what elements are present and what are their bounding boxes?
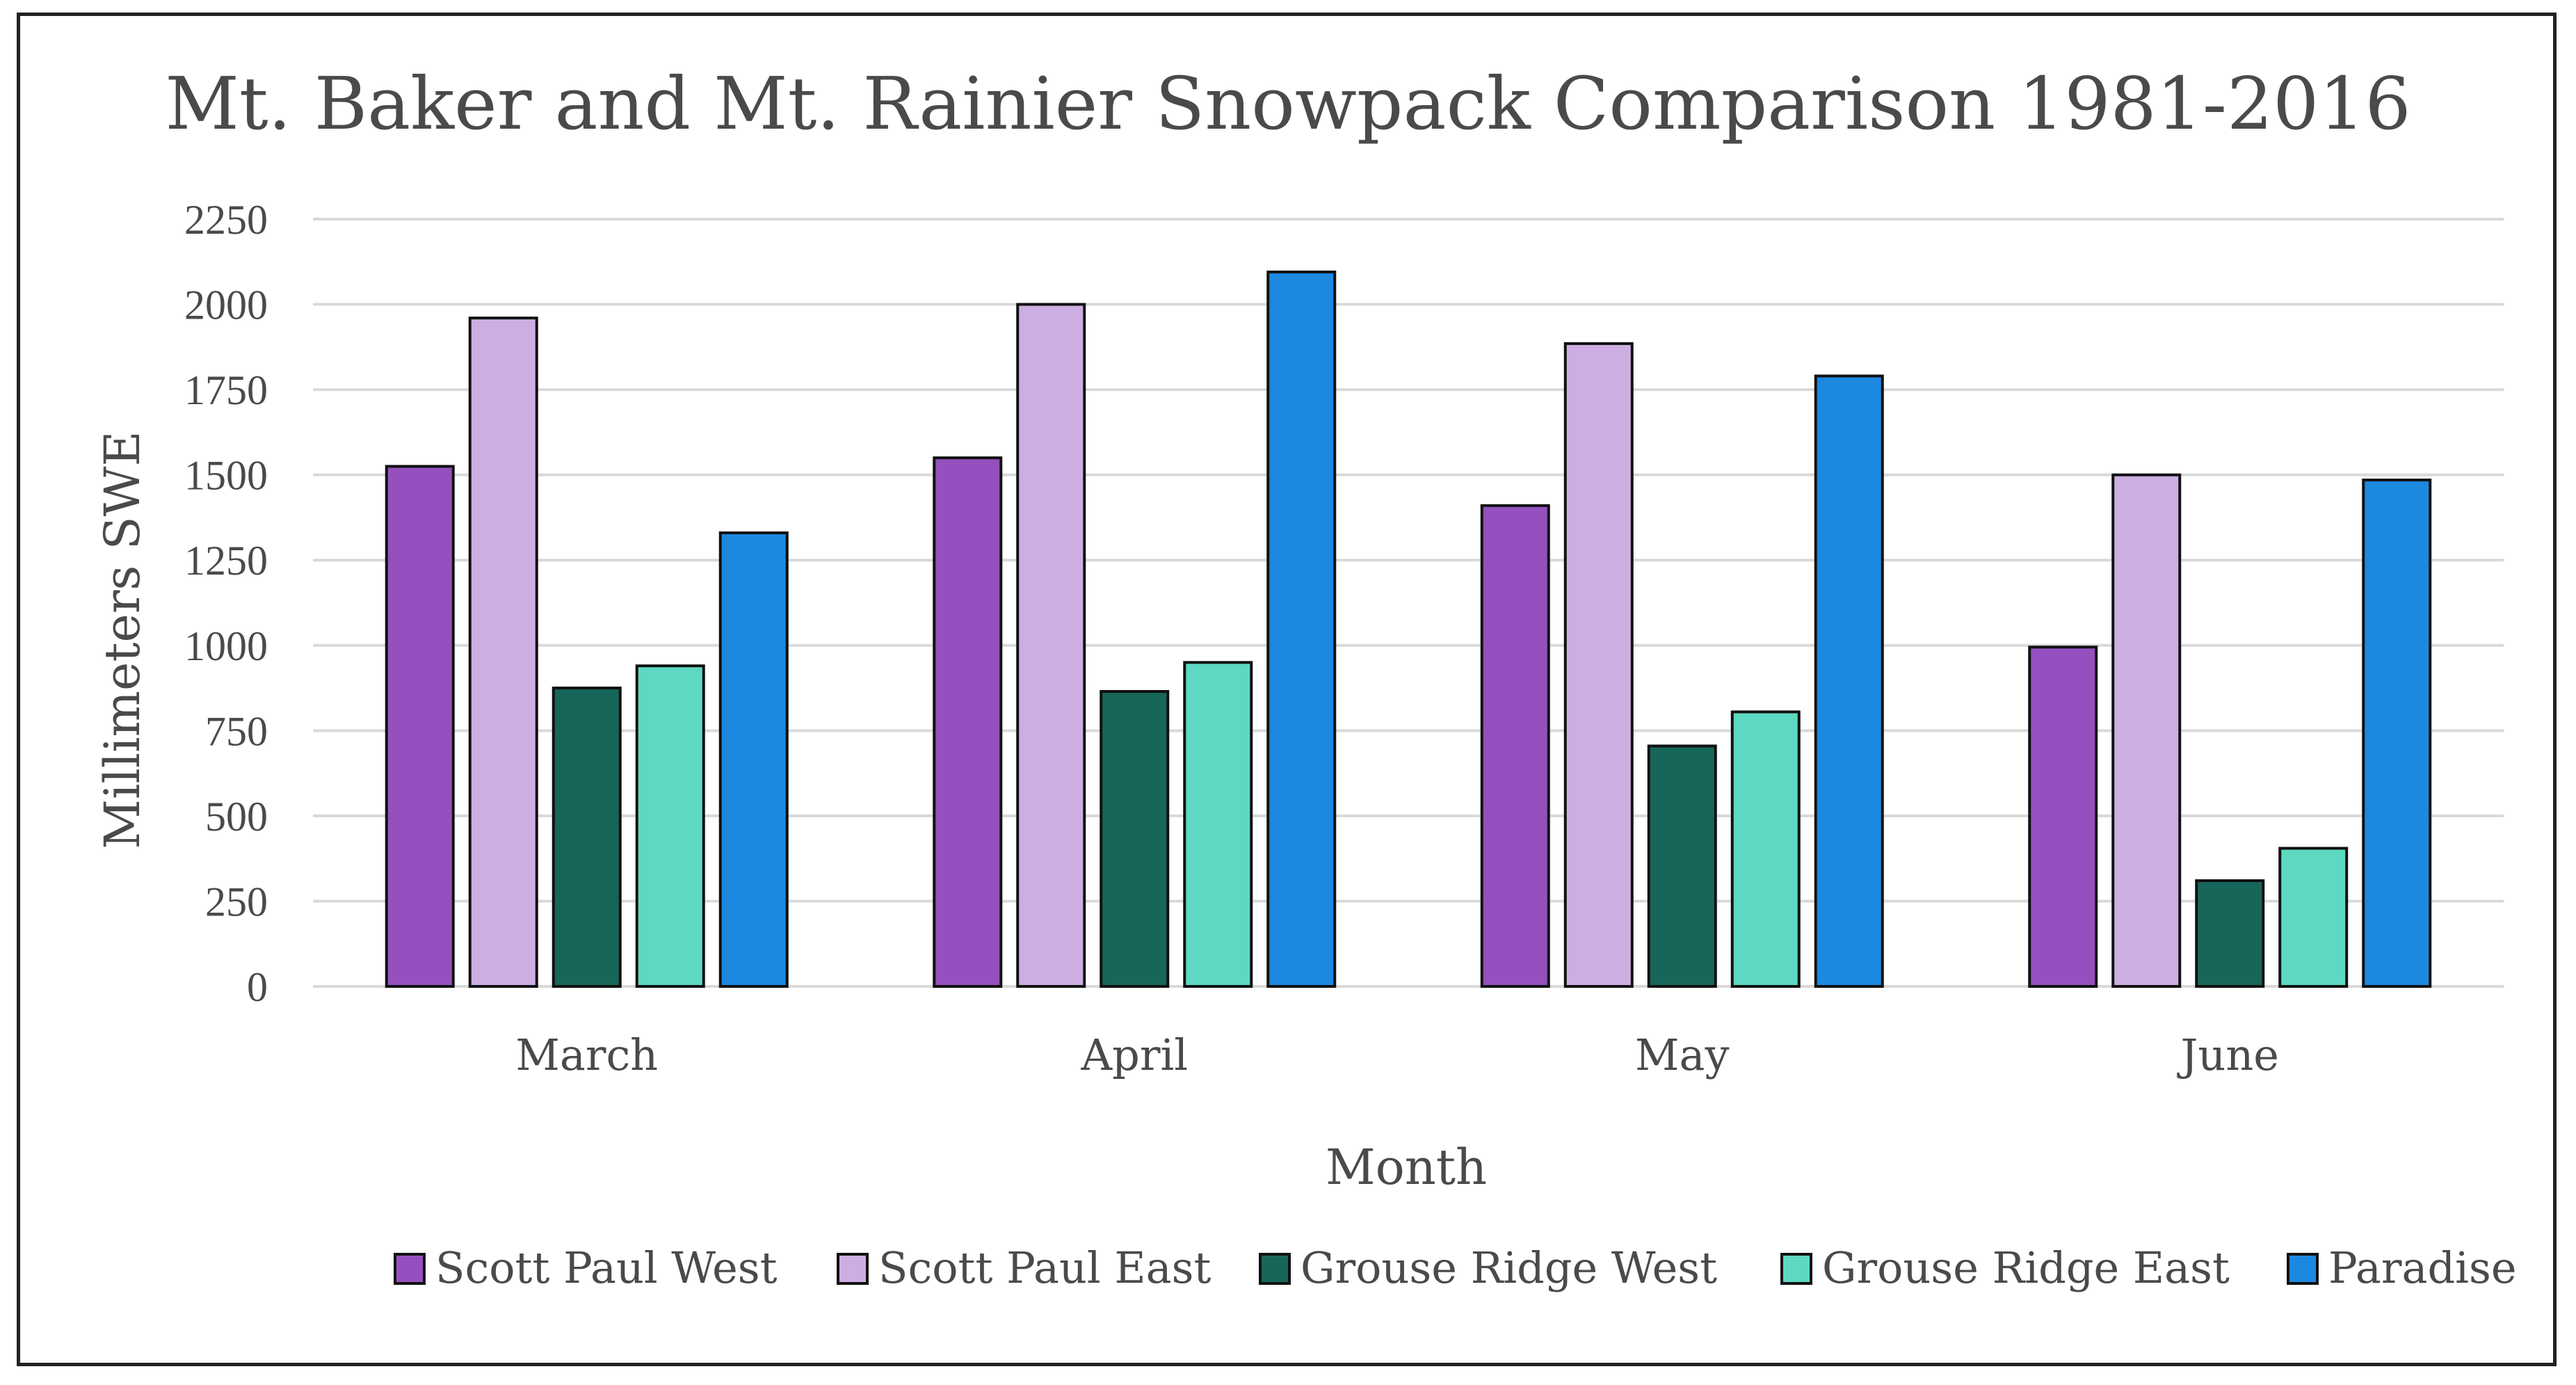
legend-swatch — [1780, 1253, 1812, 1285]
bar-scott-paul-west-june — [2028, 646, 2098, 988]
y-tick-label: 0 — [247, 964, 268, 1010]
y-tick-label: 750 — [205, 708, 268, 754]
x-category-label: March — [515, 1030, 658, 1080]
bars — [385, 270, 2432, 988]
bar-paradise-may — [1814, 374, 1884, 988]
bar-scott-paul-east-june — [2111, 473, 2182, 988]
x-axis-title: Month — [1326, 1139, 1487, 1196]
bar-grouse-ridge-west-may — [1647, 744, 1717, 988]
bar-grouse-ridge-west-june — [2195, 879, 2265, 988]
bar-grouse-ridge-east-may — [1730, 710, 1801, 988]
bar-grouse-ridge-east-march — [635, 664, 705, 988]
legend-item-scott-paul-west: Scott Paul West — [394, 1242, 778, 1293]
legend-item-grouse-ridge-west: Grouse Ridge West — [1259, 1242, 1717, 1293]
legend-label: Scott Paul East — [878, 1242, 1211, 1293]
legend-swatch — [2287, 1253, 2319, 1285]
legend-swatch — [1259, 1253, 1291, 1285]
bar-paradise-june — [2362, 479, 2432, 988]
bar-scott-paul-east-march — [468, 317, 538, 988]
legend-label: Scott Paul West — [435, 1242, 778, 1293]
x-axis-categories: March April May June — [515, 1030, 2279, 1080]
y-tick-label: 2000 — [184, 282, 268, 328]
bar-scott-paul-west-april — [933, 456, 1003, 988]
y-tick-label: 1250 — [184, 538, 268, 584]
legend-item-paradise: Paradise — [2287, 1242, 2517, 1293]
bar-scott-paul-west-march — [385, 465, 455, 988]
bar-grouse-ridge-east-april — [1183, 661, 1253, 988]
y-axis-title: Millimeters SWE — [94, 431, 151, 849]
bar-scott-paul-east-may — [1563, 342, 1634, 988]
bar-paradise-april — [1266, 270, 1337, 988]
bar-grouse-ridge-west-april — [1100, 689, 1170, 988]
x-category-label: May — [1635, 1030, 1729, 1080]
legend-item-grouse-ridge-east: Grouse Ridge East — [1780, 1242, 2230, 1293]
y-tick-label: 250 — [205, 879, 268, 924]
legend-label: Grouse Ridge East — [1822, 1242, 2230, 1293]
bar-grouse-ridge-west-march — [552, 687, 622, 988]
bar-scott-paul-west-may — [1480, 504, 1550, 988]
y-tick-label: 2250 — [184, 197, 268, 243]
bar-scott-paul-east-april — [1016, 303, 1086, 988]
legend-label: Paradise — [2328, 1242, 2517, 1293]
bar-paradise-march — [718, 531, 789, 988]
x-category-label: June — [2177, 1030, 2279, 1080]
chart-title: Mt. Baker and Mt. Rainier Snowpack Compa… — [165, 61, 2410, 146]
y-tick-label: 1750 — [184, 367, 268, 413]
legend: Scott Paul West Scott Paul East Grouse Rid… — [394, 1242, 2517, 1293]
x-category-label: April — [1080, 1030, 1188, 1080]
y-axis-ticks: 0 250 500 750 1000 1250 1500 1750 2000 2250 — [184, 197, 268, 1010]
legend-swatch — [837, 1253, 869, 1285]
legend-item-scott-paul-east: Scott Paul East — [837, 1242, 1211, 1293]
y-tick-label: 1500 — [184, 453, 268, 499]
legend-label: Grouse Ridge West — [1301, 1242, 1717, 1293]
y-tick-label: 1000 — [184, 623, 268, 669]
legend-swatch — [394, 1253, 426, 1285]
bar-grouse-ridge-east-june — [2278, 847, 2349, 988]
y-tick-label: 500 — [205, 794, 268, 840]
